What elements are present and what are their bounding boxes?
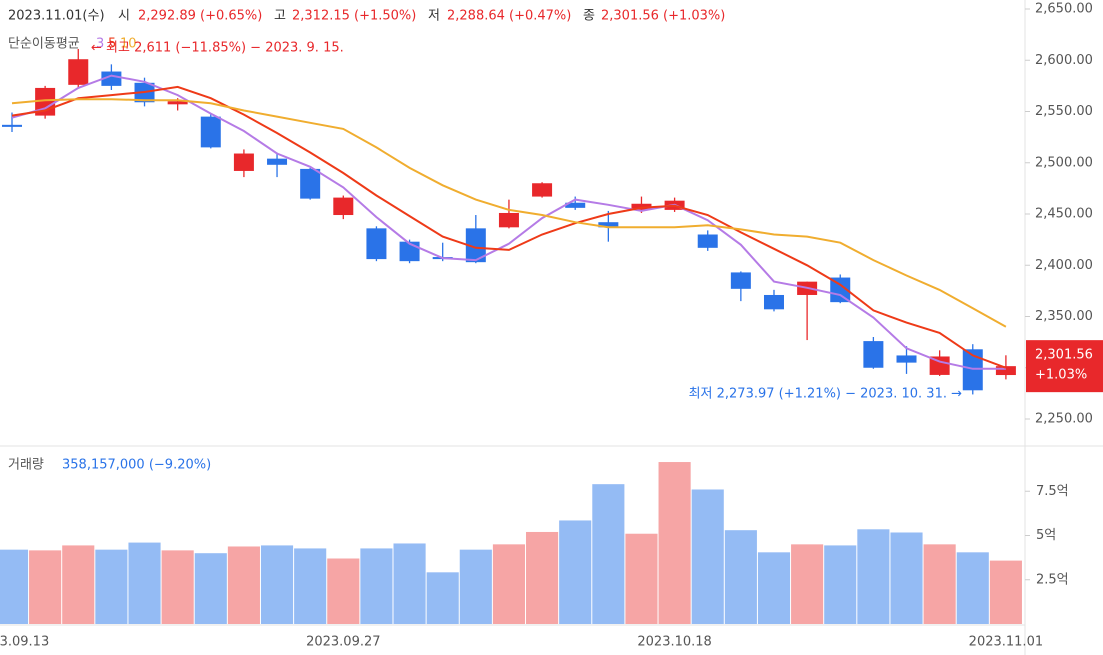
moving-average — [11, 74, 1006, 370]
y-tick-label: 2,250.00 — [1035, 412, 1093, 427]
candle-body — [598, 222, 619, 228]
candle-body — [267, 158, 288, 165]
candle-body — [366, 228, 387, 260]
volume-bar — [857, 529, 890, 624]
candle-body — [2, 124, 22, 127]
candle-body — [498, 212, 519, 228]
header-label: 저 — [428, 9, 440, 24]
header-label: 시 — [118, 9, 130, 24]
candle-body — [697, 234, 718, 248]
volume-bar — [691, 489, 724, 624]
volume-bar — [393, 543, 426, 624]
volume-bar — [989, 560, 1022, 624]
header-value: 2,301.56 (+1.03%) — [601, 9, 725, 24]
volume-tick-label: 5억 — [1036, 528, 1056, 543]
x-tick-label: 2023.09.13 — [0, 635, 49, 650]
volume-tick-label: 7.5억 — [1036, 484, 1069, 499]
volume-bar — [194, 553, 227, 624]
moving-average — [11, 85, 1007, 369]
candle-body — [763, 294, 784, 310]
candle-body — [565, 202, 586, 208]
candle-body — [333, 197, 354, 216]
moving-average — [11, 98, 1007, 328]
header-label: 고 — [274, 9, 286, 24]
header-label: 종 — [583, 9, 595, 24]
candle-body — [233, 153, 254, 171]
y-tick-label: 2,550.00 — [1035, 104, 1093, 119]
volume-bar — [62, 545, 95, 624]
volume-bar — [29, 550, 62, 624]
candle-body — [995, 366, 1016, 376]
volume-bar — [327, 558, 360, 624]
y-tick-label: 2,500.00 — [1035, 155, 1093, 170]
volume-bar — [426, 572, 459, 624]
y-tick-label: 2,450.00 — [1035, 207, 1093, 222]
volume-bar — [658, 462, 691, 624]
volume-bar — [791, 544, 824, 624]
volume-bar — [757, 552, 791, 624]
volume-bar — [294, 548, 327, 624]
volume-bar — [227, 546, 260, 624]
candle-body — [929, 356, 950, 375]
volume-bar — [492, 544, 526, 624]
volume-bar — [956, 552, 989, 624]
candle-body — [830, 277, 851, 303]
y-tick-label: 2,400.00 — [1035, 258, 1093, 273]
candle-body — [167, 101, 188, 105]
x-tick-label: 2023.09.27 — [306, 635, 380, 650]
volume-tick-label: 2.5억 — [1036, 572, 1069, 587]
candle-body — [863, 341, 884, 368]
volume-summary: 358,157,000 (−9.20%) — [62, 458, 211, 473]
header-value: 2,292.89 (+0.65%) — [138, 9, 262, 24]
x-tick-label: 2023.11.01 — [969, 635, 1043, 650]
volume-bar — [360, 548, 393, 624]
y-tick-label: 2,650.00 — [1035, 2, 1093, 17]
legend-entry: 3 — [96, 37, 104, 52]
volume-bar — [260, 545, 294, 624]
legend-title: 단순이동평균 — [8, 37, 80, 52]
legend-entry: 10 — [120, 37, 137, 52]
legend-entry: 5 — [108, 37, 116, 52]
volume-bar — [824, 545, 857, 624]
y-tick-label: 2,600.00 — [1035, 53, 1093, 68]
volume-bar — [0, 549, 29, 624]
candle-body — [300, 168, 321, 199]
volume-bar — [95, 549, 128, 624]
candle-body — [896, 355, 917, 363]
candle-body — [465, 228, 486, 263]
header-value: 2,312.15 (+1.50%) — [292, 9, 416, 24]
last-price-box — [1026, 340, 1103, 393]
volume-bar — [592, 484, 625, 624]
x-tick-label: 2023.10.18 — [637, 635, 711, 650]
last-price: 2,301.56 — [1035, 348, 1093, 363]
candle-body — [730, 272, 751, 289]
candle-body — [68, 59, 89, 85]
volume-bar — [128, 542, 161, 624]
y-tick-label: 2,350.00 — [1035, 309, 1093, 324]
volume-bar — [625, 533, 658, 624]
header-date: 2023.11.01(수) — [8, 9, 105, 24]
volume-bar — [724, 530, 757, 624]
last-change: +1.03% — [1035, 368, 1087, 383]
candle-body — [200, 116, 221, 148]
high-annotation: ← 최고 2,611 (−11.85%) − 2023. 9. 15. — [91, 41, 344, 56]
volume-bar — [161, 550, 194, 624]
volume-bar — [923, 544, 956, 624]
volume-bar — [526, 531, 559, 624]
candle-body — [101, 71, 122, 86]
candle-body — [532, 183, 553, 197]
header-value: 2,288.64 (+0.47%) — [447, 9, 571, 24]
volume-bar — [459, 549, 492, 624]
volume-title: 거래량 — [8, 458, 44, 473]
volume-bar — [559, 520, 592, 624]
low-annotation: 최저 2,273.97 (+1.21%) − 2023. 10. 31. → — [689, 387, 963, 402]
volume-bar — [890, 532, 923, 624]
